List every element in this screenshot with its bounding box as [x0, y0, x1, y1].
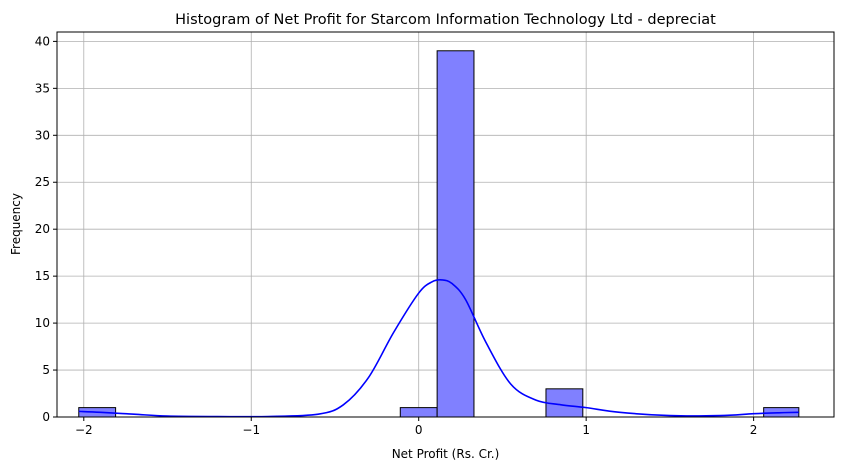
y-tick-label: 30	[35, 128, 50, 142]
y-tick-label: 10	[35, 316, 50, 330]
x-tick-label: 2	[750, 423, 758, 437]
y-tick-label: 0	[42, 410, 50, 424]
histogram-bar	[399, 407, 438, 418]
x-tick-label: −1	[242, 423, 260, 437]
y-tick-label: 40	[35, 34, 50, 48]
histogram-bars	[78, 50, 800, 418]
y-axis-title: Frequency	[9, 193, 23, 255]
x-tick-label: −2	[75, 423, 93, 437]
chart-title: Histogram of Net Profit for Starcom Info…	[175, 12, 716, 28]
y-tick-label: 35	[35, 81, 50, 95]
y-tick-label: 15	[35, 269, 50, 283]
plot-frame	[56, 31, 835, 418]
y-tick-label: 5	[42, 363, 50, 377]
y-tick-label: 20	[35, 222, 50, 236]
x-tick-label: 0	[415, 423, 423, 437]
x-axis-title: Net Profit (Rs. Cr.)	[392, 447, 500, 461]
histogram-bar	[436, 50, 475, 418]
y-tick-label: 25	[35, 175, 50, 189]
x-tick-label: 1	[582, 423, 590, 437]
